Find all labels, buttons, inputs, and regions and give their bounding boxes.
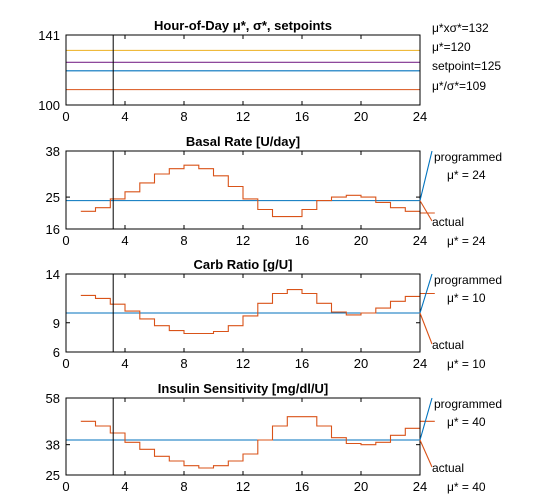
y-tick-label-3-14: 14	[46, 267, 60, 282]
y-tick-label-3-6: 6	[53, 345, 60, 360]
y-tick-label-4-58: 58	[46, 391, 60, 406]
x-tick-label-4-8: 8	[180, 479, 187, 494]
x-tick-label-1-12: 12	[236, 109, 250, 124]
chart-title-4: Insulin Sensitivity [mg/dl/U]	[158, 381, 328, 396]
y-tick-label-2-16: 16	[46, 222, 60, 237]
x-tick-label-3-24: 24	[413, 356, 427, 371]
axes-box-1	[65, 34, 421, 106]
y-tick-label-3-9: 9	[53, 316, 60, 331]
x-tick-label-4-24: 24	[413, 479, 427, 494]
programmed-pointer-3	[419, 273, 433, 314]
chart-title-2: Basal Rate [U/day]	[186, 134, 300, 149]
chart-title-1: Hour-of-Day μ*, σ*, setpoints	[154, 18, 332, 33]
actual-label-2: actual	[432, 215, 464, 229]
actual-mu-4: μ* = 40	[447, 480, 486, 494]
actual-mu-2: μ* = 24	[447, 234, 486, 248]
x-tick-label-3-4: 4	[121, 356, 128, 371]
axes-box-4	[65, 397, 421, 476]
x-tick-label-1-8: 8	[180, 109, 187, 124]
series-label-3: setpoint=125	[432, 59, 501, 73]
x-tick-label-4-0: 0	[62, 479, 69, 494]
programmed-pointer-2	[419, 150, 433, 201]
x-tick-label-4-16: 16	[295, 479, 309, 494]
x-tick-label-2-16: 16	[295, 233, 309, 248]
x-tick-label-3-0: 0	[62, 356, 69, 371]
x-tick-label-3-8: 8	[180, 356, 187, 371]
actual-label-3: actual	[432, 338, 464, 352]
x-tick-label-1-24: 24	[413, 109, 427, 124]
x-tick-label-2-20: 20	[354, 233, 368, 248]
series-label-4: μ*/σ*=109	[432, 79, 486, 93]
x-tick-label-3-16: 16	[295, 356, 309, 371]
x-tick-label-4-4: 4	[121, 479, 128, 494]
x-tick-label-2-12: 12	[236, 233, 250, 248]
actual-step-line-4	[80, 416, 435, 469]
x-tick-label-1-4: 4	[121, 109, 128, 124]
y-tick-label-1-141: 141	[38, 28, 60, 43]
y-tick-label-2-38: 38	[46, 144, 60, 159]
y-tick-label-4-25: 25	[46, 468, 60, 483]
x-tick-label-2-4: 4	[121, 233, 128, 248]
actual-mu-3: μ* = 10	[447, 357, 486, 371]
programmed-label-3: programmed	[434, 273, 502, 287]
chart-title-3: Carb Ratio [g/U]	[194, 257, 293, 272]
y-tick-label-1-100: 100	[38, 98, 60, 113]
programmed-pointer-4	[419, 397, 433, 441]
x-tick-label-2-8: 8	[180, 233, 187, 248]
programmed-mu-4: μ* = 40	[447, 415, 486, 429]
actual-pointer-2	[419, 200, 433, 222]
programmed-label-4: programmed	[434, 397, 502, 411]
x-tick-label-4-12: 12	[236, 479, 250, 494]
x-tick-label-1-16: 16	[295, 109, 309, 124]
x-tick-label-2-24: 24	[413, 233, 427, 248]
x-tick-label-3-12: 12	[236, 356, 250, 371]
actual-pointer-4	[419, 439, 433, 468]
y-tick-label-4-38: 38	[46, 438, 60, 453]
programmed-mu-2: μ* = 24	[447, 168, 486, 182]
x-tick-label-1-0: 0	[62, 109, 69, 124]
series-label-1: μ*xσ*=132	[432, 21, 489, 35]
x-tick-label-3-20: 20	[354, 356, 368, 371]
actual-step-line-2	[80, 164, 435, 218]
actual-pointer-3	[419, 312, 433, 345]
y-tick-label-2-25: 25	[46, 190, 60, 205]
actual-step-line-3	[80, 289, 435, 335]
x-tick-label-2-0: 0	[62, 233, 69, 248]
actual-label-4: actual	[432, 461, 464, 475]
x-tick-label-4-20: 20	[354, 479, 368, 494]
programmed-label-2: programmed	[434, 150, 502, 164]
programmed-mu-3: μ* = 10	[447, 291, 486, 305]
x-tick-label-1-20: 20	[354, 109, 368, 124]
series-label-2: μ*=120	[432, 40, 471, 54]
